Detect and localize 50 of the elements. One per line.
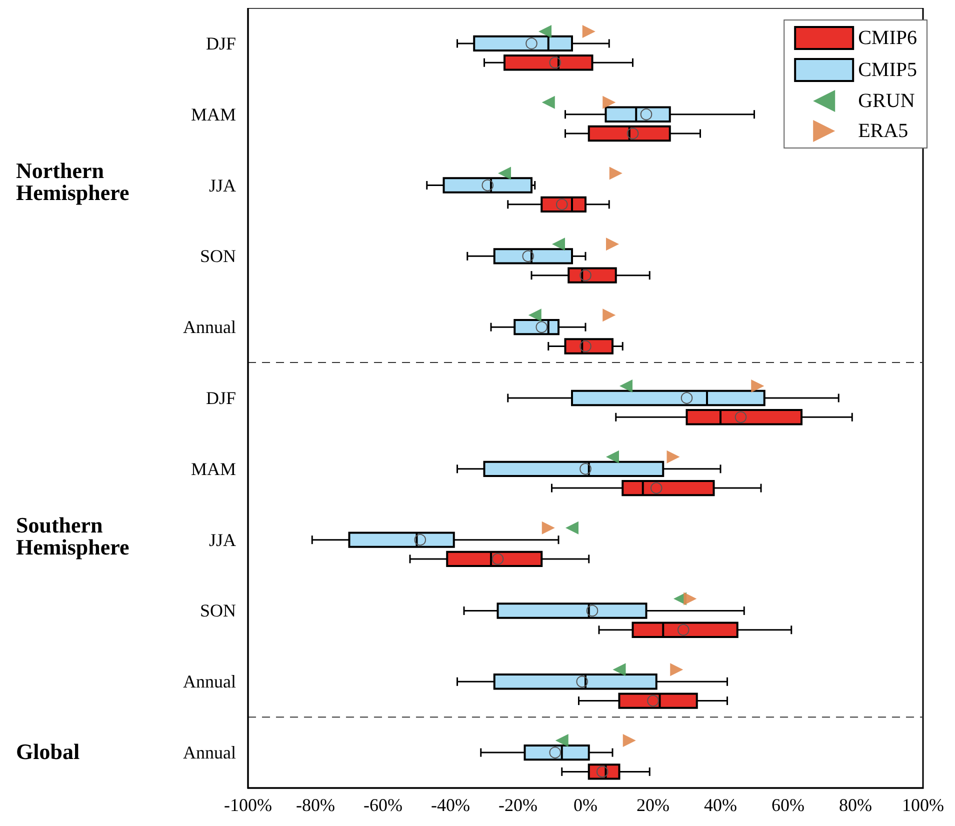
x-tick-label: -100% [224, 795, 272, 815]
point [498, 166, 511, 180]
point [552, 238, 565, 251]
point [666, 450, 680, 464]
point [602, 96, 616, 109]
point [542, 96, 555, 109]
point [566, 521, 578, 534]
x-tick-label: 40% [704, 795, 737, 815]
point [555, 734, 568, 748]
legend-label: CMIP5 [858, 59, 917, 81]
y-tick-label: Annual [183, 742, 236, 763]
point [542, 521, 555, 534]
legend-label: CMIP6 [858, 27, 917, 49]
x-tick-label: 20% [636, 795, 670, 815]
text: Southern Hemisphere [16, 512, 130, 560]
point [606, 238, 619, 251]
x-tick-label: -80% [296, 795, 335, 815]
y-tick-label: SON [200, 246, 236, 266]
legend-label: ERA5 [858, 120, 908, 142]
y-tick-label: Annual [183, 672, 236, 692]
x-tick-label: -60% [364, 795, 402, 815]
point [612, 663, 626, 676]
point [602, 308, 616, 322]
point [670, 663, 684, 676]
y-tick-label: MAM [190, 104, 236, 124]
y-tick-label: DJF [206, 388, 236, 408]
point [528, 308, 542, 322]
y-tick-label: DJF [206, 33, 236, 54]
point [751, 380, 764, 392]
x-tick-label: 80% [839, 795, 872, 815]
text: Northern Hemisphere [16, 158, 130, 205]
x-tick-label: 100% [902, 795, 944, 815]
x-tick-label: 0% [574, 795, 598, 815]
text: Global [16, 739, 80, 764]
point [582, 24, 596, 38]
x-tick-label: 60% [772, 795, 804, 815]
legend-label: GRUN [858, 90, 915, 112]
point [684, 592, 697, 606]
x-tick-label: -40% [431, 795, 470, 815]
y-tick-label: JJA [208, 175, 236, 196]
y-tick-label: MAM [190, 458, 236, 479]
y-tick-label: Annual [183, 317, 236, 338]
point [538, 24, 552, 38]
y-tick-label: JJA [208, 530, 236, 550]
point [606, 450, 619, 464]
point [620, 380, 632, 392]
point [622, 734, 636, 748]
point [609, 166, 622, 180]
y-tick-label: SON [200, 600, 236, 621]
x-tick-label: -20% [498, 795, 538, 815]
